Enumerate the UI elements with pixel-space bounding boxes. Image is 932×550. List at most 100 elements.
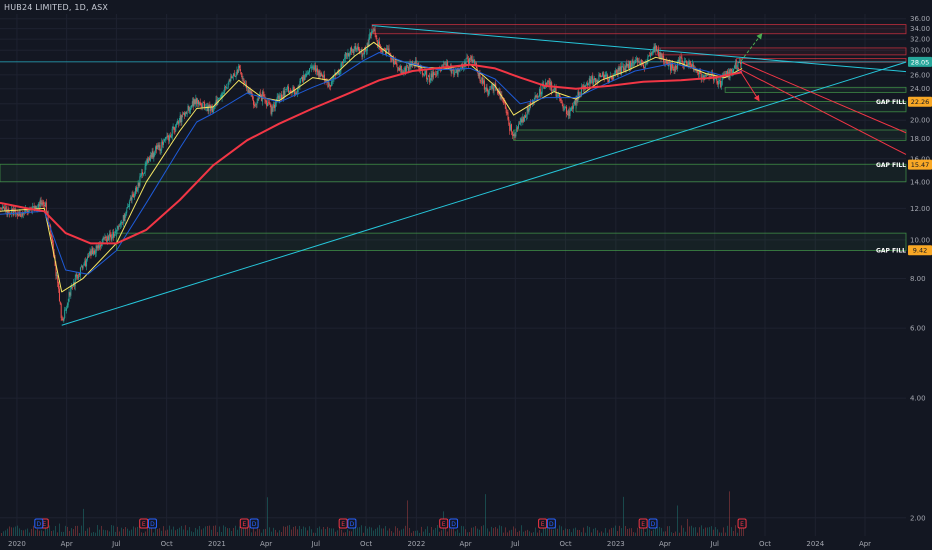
candle-body	[434, 73, 436, 75]
candle-body	[322, 75, 324, 78]
volume-bar	[195, 527, 196, 536]
volume-bar	[133, 526, 134, 536]
candle-body	[371, 31, 373, 36]
candle-body	[716, 76, 718, 84]
candle-body	[564, 107, 566, 109]
candle-body	[344, 52, 346, 59]
volume-bar	[425, 529, 426, 536]
candle-body	[66, 304, 68, 308]
volume-bar	[377, 527, 378, 536]
candle-body	[454, 73, 456, 76]
volume-bar	[731, 527, 732, 536]
candle-body	[46, 212, 48, 214]
volume-bar	[369, 526, 370, 536]
candle-body	[326, 80, 328, 82]
candle-body	[545, 82, 547, 87]
candle-body	[135, 187, 137, 192]
candle-body	[197, 99, 199, 105]
candle-body	[681, 57, 683, 63]
volume-bar	[281, 531, 282, 536]
volume-bar	[295, 526, 296, 536]
candle-body	[736, 69, 738, 70]
candle-body	[406, 65, 408, 72]
candle-body	[653, 46, 655, 53]
candle-body	[593, 80, 595, 84]
volume-bar	[329, 528, 330, 536]
y-tick-label: 34.00	[910, 25, 930, 33]
volume-bar	[741, 528, 742, 536]
x-tick-label: 2021	[208, 540, 226, 548]
volume-bar	[681, 525, 682, 536]
candle-body	[457, 69, 459, 75]
candle-body	[503, 98, 505, 103]
candle-body	[429, 79, 431, 82]
volume-bar	[371, 527, 372, 536]
candle-body	[168, 135, 170, 141]
candle-body	[318, 70, 320, 76]
event-marker-label: E	[142, 521, 146, 528]
volume-bar	[391, 531, 392, 536]
candle-body	[740, 61, 742, 64]
candle-body	[50, 226, 52, 236]
volume-bar	[699, 527, 700, 536]
volume-bar	[131, 529, 132, 536]
volume-bar	[89, 527, 90, 536]
candle-body	[107, 236, 109, 242]
candle-body	[585, 84, 587, 87]
candle-body	[348, 53, 350, 57]
volume-bar	[105, 530, 106, 536]
volume-bar	[579, 530, 580, 536]
candle-body	[408, 63, 410, 71]
candle-body	[272, 106, 274, 109]
event-marker-label: E	[242, 521, 246, 528]
candle-body	[154, 151, 156, 154]
candle-body	[512, 134, 514, 137]
volume-bar	[715, 527, 716, 536]
candle-body	[319, 70, 321, 77]
candle-body	[644, 60, 646, 69]
candle-body	[695, 69, 697, 72]
candle-body	[283, 90, 285, 96]
volume-bar	[567, 529, 568, 536]
volume-bar	[333, 528, 334, 536]
candle-body	[524, 115, 526, 118]
candle-body	[278, 95, 280, 100]
candle-body	[572, 106, 574, 110]
candle-body	[36, 207, 38, 209]
candle-body	[182, 114, 184, 115]
volume-bar	[171, 529, 172, 536]
candle-body	[200, 103, 202, 107]
candle-body	[110, 235, 112, 240]
volume-bar	[663, 531, 664, 536]
candle-body	[271, 107, 273, 115]
volume-bar	[401, 529, 402, 536]
moving-average-line	[0, 63, 743, 245]
volume-bar	[265, 528, 266, 536]
candle-body	[160, 149, 162, 151]
candle-body	[15, 209, 17, 215]
candle-body	[391, 59, 393, 61]
candle-body	[8, 208, 10, 212]
volume-bar	[169, 525, 170, 536]
event-marker-label: D	[451, 521, 456, 528]
candle-body	[188, 105, 190, 112]
volume-bar	[435, 527, 436, 536]
candle-body	[94, 252, 96, 254]
volume-bar	[85, 530, 86, 536]
volume-bar	[481, 526, 482, 536]
volume-bar	[299, 525, 300, 536]
volume-bar	[597, 530, 598, 536]
candle-body	[378, 41, 380, 46]
volume-bar	[393, 532, 394, 536]
volume-bar	[365, 526, 366, 536]
candle-body	[578, 91, 580, 98]
event-marker	[34, 518, 44, 529]
candle-body	[343, 58, 345, 60]
candle-body	[590, 79, 592, 83]
candle-body	[334, 73, 336, 75]
candle-body	[661, 56, 663, 60]
volume-bar	[249, 525, 250, 536]
candle-body	[93, 250, 95, 255]
